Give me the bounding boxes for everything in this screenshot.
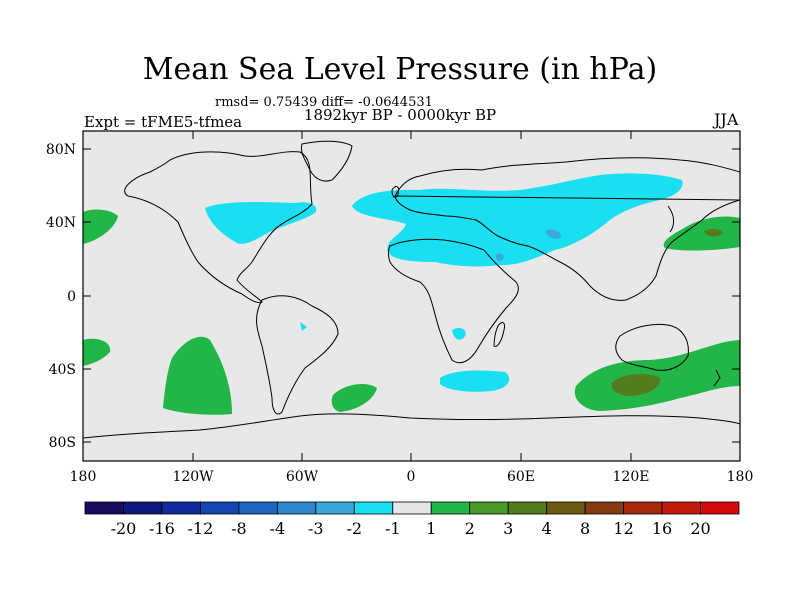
colorbar-swatch (546, 501, 586, 515)
colorbar-swatch (238, 501, 278, 515)
lon-label: 60W (286, 469, 319, 485)
lat-label: 40N (46, 215, 76, 231)
negative-anomaly-iran-dark (545, 229, 561, 239)
lon-label: 180 (70, 469, 97, 485)
negative-anomaly-south-africa (452, 327, 466, 340)
colorbar-tick-label: 3 (503, 519, 513, 538)
experiment-label: Expt = tFME5-tfmea (84, 113, 243, 131)
colorbar-tick-label: 8 (580, 519, 590, 538)
lat-label: 40S (49, 362, 76, 378)
colorbar-swatch (507, 501, 548, 515)
colorbar-tick-label: -1 (385, 519, 401, 538)
colorbar-swatch (469, 501, 509, 515)
colorbar-swatch (123, 501, 163, 515)
positive-anomaly-dark-south-indian (611, 373, 661, 396)
positive-anomaly-dark-north-pacific (704, 228, 723, 237)
coast-antarctica (82, 413, 741, 439)
lat-label: 80S (49, 435, 76, 451)
coast-south-america (256, 295, 339, 415)
colorbar-swatch (430, 501, 471, 515)
colorbar (84, 501, 740, 515)
colorbar-tick-label: 1 (426, 519, 436, 538)
lon-label: 60E (507, 469, 535, 485)
colorbar-swatch (276, 501, 317, 515)
axis-ticks (83, 131, 740, 461)
longitude-labels: 180 120W 60W 0 60E 120E 180 (70, 469, 754, 485)
latitude-labels: 80N 40N 0 40S 80S (46, 142, 76, 451)
colorbar-tick-label: -3 (308, 519, 324, 538)
coast-japan (667, 205, 675, 233)
negative-anomaly-north-atlantic (205, 202, 317, 244)
coast-greenland (301, 140, 353, 182)
colorbar-swatch (623, 501, 663, 515)
coast-new-zealand (713, 369, 721, 387)
coast-australia (615, 323, 689, 371)
colorbar-swatch (353, 501, 394, 515)
colorbar-swatch (584, 501, 624, 515)
coast-madagascar (493, 322, 505, 347)
coastlines (82, 140, 741, 439)
positive-anomaly-south-pacific (163, 336, 232, 415)
colorbar-swatch (161, 501, 201, 515)
colorbar-tick-label: -2 (346, 519, 362, 538)
colorbar-tick-label: 20 (690, 519, 710, 538)
colorbar-tick-label: 12 (613, 519, 633, 538)
colorbar-tick-label: -12 (188, 519, 214, 538)
lon-label: 0 (407, 469, 416, 485)
colorbar-tick-label: -20 (111, 519, 137, 538)
coast-north-america (124, 151, 313, 303)
coast-africa (388, 238, 519, 364)
positive-anomaly-west-pacific-north (663, 216, 740, 251)
colorbar-tick-label: -4 (270, 519, 286, 538)
coast-uk (391, 186, 399, 198)
colorbar-swatch (200, 501, 240, 515)
negative-anomaly-arabia-dark (495, 253, 504, 262)
colorbar-swatch (661, 501, 701, 515)
lon-label: 120W (172, 469, 214, 485)
colorbar-swatch (392, 501, 432, 515)
colorbar-tick-label: 2 (465, 519, 475, 538)
map-title: Mean Sea Level Pressure (in hPa) (142, 52, 658, 87)
positive-anomaly-southern-ocean-australia (574, 340, 740, 411)
positive-anomaly-south-atlantic (331, 383, 377, 412)
period-subtitle: 1892kyr BP - 0000kyr BP (303, 106, 497, 124)
positive-anomaly-east-pacific-north (83, 209, 118, 244)
negative-anomaly-south-indian (440, 370, 510, 392)
colorbar-swatch (84, 501, 124, 515)
lon-label: 180 (727, 469, 754, 485)
colorbar-tick-label: -8 (231, 519, 247, 538)
coast-eurasia (394, 157, 741, 301)
lon-label: 120E (613, 469, 650, 485)
lat-label: 0 (67, 289, 76, 305)
lat-label: 80N (46, 142, 76, 158)
colorbar-tick-label: 4 (542, 519, 552, 538)
stats-text: rmsd= 0.75439 diff= -0.0644531 (215, 95, 433, 110)
colorbar-labels: -20 -16 -12 -8 -4 -3 -2 -1 1 2 3 4 8 12 16 20 (111, 519, 711, 538)
season-label: JJA (714, 110, 739, 129)
positive-anomaly-east-pacific-south (83, 338, 111, 366)
negative-anomaly-amazon (300, 322, 307, 331)
colorbar-tick-label: 16 (652, 519, 672, 538)
colorbar-tick-label: -16 (149, 519, 175, 538)
colorbar-swatch (700, 501, 740, 515)
colorbar-swatch (315, 501, 355, 515)
